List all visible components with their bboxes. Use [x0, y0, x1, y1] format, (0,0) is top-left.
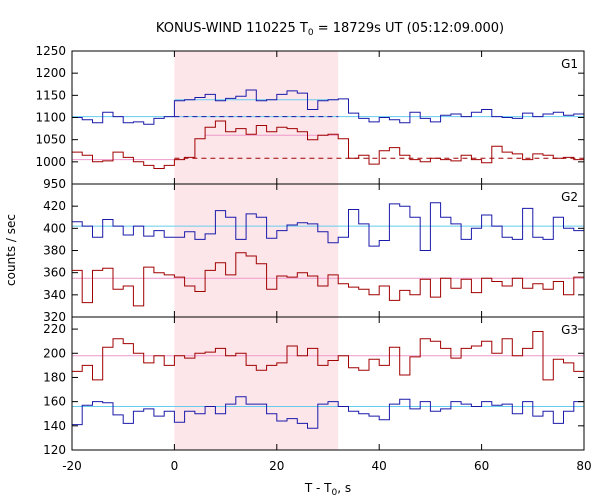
panel-label-g3: G3 — [561, 323, 578, 337]
y-tick-label: 180 — [43, 370, 66, 384]
series-g3-blue — [72, 396, 584, 429]
y-tick-label: 1100 — [35, 111, 66, 125]
y-tick-label: 360 — [43, 266, 66, 280]
x-axis-label: T - T0, s — [304, 481, 351, 498]
series-g2-red — [72, 252, 584, 307]
y-tick-label: 950 — [43, 177, 66, 191]
y-tick-label: 1150 — [35, 88, 66, 102]
x-tick-label: 80 — [576, 459, 591, 473]
y-tick-label: 1050 — [35, 133, 66, 147]
y-tick-label: 1000 — [35, 155, 66, 169]
highlight-interval — [174, 51, 339, 450]
y-tick-label: 140 — [43, 419, 66, 433]
series-g1-red — [72, 120, 584, 169]
chart-title: KONUS-WIND 110225 T0 = 18729s UT (05:12:… — [156, 21, 504, 38]
x-tick-label: 40 — [372, 459, 387, 473]
series-g2-blue — [72, 202, 584, 251]
y-tick-label: 400 — [43, 221, 66, 235]
x-tick-label: -20 — [62, 459, 82, 473]
series-g3-red — [72, 331, 584, 381]
y-tick-label: 380 — [43, 244, 66, 258]
y-tick-label: 200 — [43, 346, 66, 360]
x-tick-label: 0 — [171, 459, 179, 473]
panel-frame-g3 — [71, 316, 585, 451]
x-tick-label: 20 — [269, 459, 284, 473]
y-axis-label: counts / sec — [4, 214, 18, 286]
panel-label-g1: G1 — [561, 57, 578, 71]
y-tick-label: 1200 — [35, 66, 66, 80]
y-tick-label: 340 — [43, 288, 66, 302]
y-tick-label: 320 — [43, 310, 66, 324]
y-tick-label: 160 — [43, 395, 66, 409]
series-g1-blue — [72, 89, 584, 125]
x-tick-label: 60 — [474, 459, 489, 473]
panel-label-g2: G2 — [561, 190, 578, 204]
y-tick-label: 1250 — [35, 44, 66, 58]
y-tick-label: 120 — [43, 443, 66, 457]
y-tick-label: 420 — [43, 199, 66, 213]
y-tick-label: 220 — [43, 322, 66, 336]
